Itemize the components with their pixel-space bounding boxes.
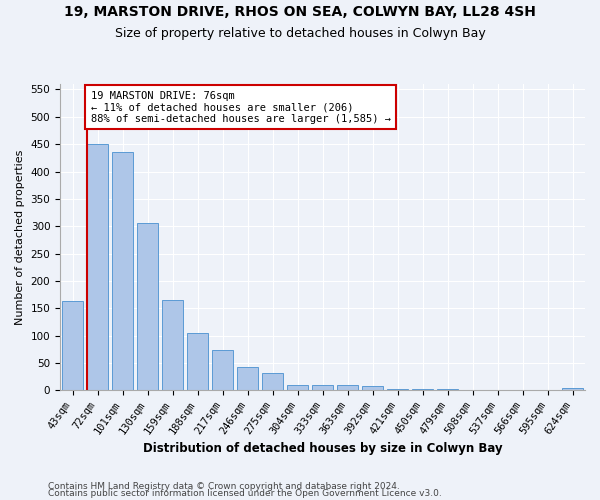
Bar (312, 385, 333, 390)
Bar (337, 385, 358, 390)
Bar (362, 386, 383, 390)
X-axis label: Distribution of detached houses by size in Colwyn Bay: Distribution of detached houses by size … (143, 442, 502, 455)
Text: Contains HM Land Registry data © Crown copyright and database right 2024.: Contains HM Land Registry data © Crown c… (48, 482, 400, 491)
Bar (262, 373, 283, 390)
Bar (562, 388, 583, 390)
Bar (62, 301, 83, 390)
Bar (112, 152, 133, 390)
Bar (412, 388, 433, 390)
Bar (437, 389, 458, 390)
Bar (387, 388, 408, 390)
Text: 19 MARSTON DRIVE: 76sqm
← 11% of detached houses are smaller (206)
88% of semi-d: 19 MARSTON DRIVE: 76sqm ← 11% of detache… (91, 90, 391, 124)
Bar (137, 224, 158, 390)
Bar (212, 350, 233, 391)
Bar (287, 385, 308, 390)
Bar (187, 333, 208, 390)
Bar (237, 367, 258, 390)
Bar (87, 144, 108, 390)
Y-axis label: Number of detached properties: Number of detached properties (15, 150, 25, 325)
Text: Size of property relative to detached houses in Colwyn Bay: Size of property relative to detached ho… (115, 28, 485, 40)
Text: Contains public sector information licensed under the Open Government Licence v3: Contains public sector information licen… (48, 488, 442, 498)
Text: 19, MARSTON DRIVE, RHOS ON SEA, COLWYN BAY, LL28 4SH: 19, MARSTON DRIVE, RHOS ON SEA, COLWYN B… (64, 5, 536, 19)
Bar (162, 300, 183, 390)
